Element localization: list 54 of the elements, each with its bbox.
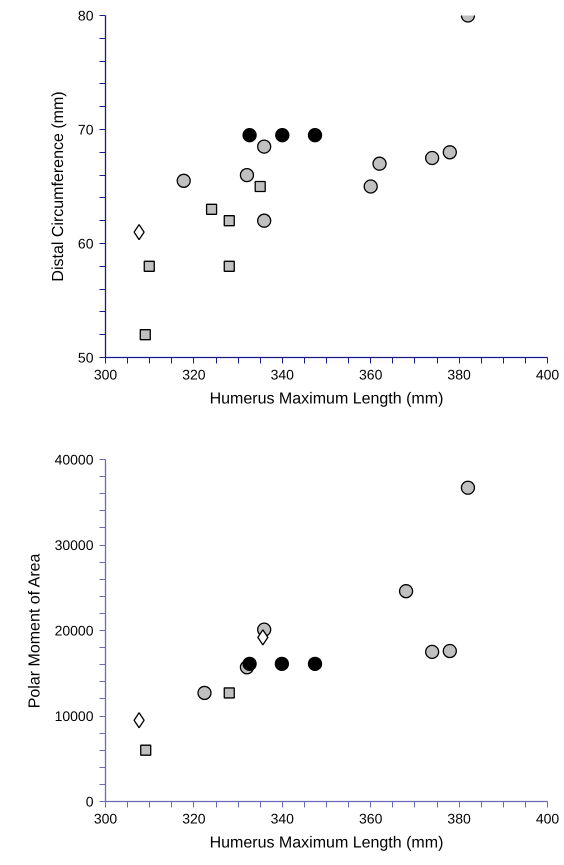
x-tick-label: 380 (447, 366, 471, 382)
x-tick-label: 400 (536, 366, 560, 382)
x-tick-label: 300 (94, 810, 118, 826)
point (424, 644, 440, 660)
y-tick-label: 10000 (54, 708, 94, 724)
point (240, 168, 254, 182)
y-tick-label: 50 (78, 350, 94, 366)
x-axis-title: Humerus Maximum Length (mm) (210, 390, 444, 408)
point (140, 744, 152, 756)
point (242, 656, 257, 671)
point (176, 174, 191, 188)
point (308, 128, 322, 142)
y-tick-label: 60 (78, 236, 94, 252)
x-tick-label: 320 (182, 366, 206, 382)
x-tick-label: 360 (359, 810, 383, 826)
point (398, 584, 414, 598)
point (257, 214, 272, 228)
y-axis-title: Distal Circumference (mm) (50, 91, 67, 282)
point (206, 204, 218, 215)
x-tick-label: 380 (447, 810, 471, 826)
point (133, 712, 145, 728)
point (224, 215, 235, 226)
point (242, 128, 257, 142)
point (224, 687, 235, 699)
x-tick-label: 320 (182, 810, 206, 826)
point (275, 128, 290, 142)
x-tick-label: 360 (359, 366, 383, 382)
x-axis-title: Humerus Maximum Length (mm) (210, 834, 444, 852)
y-axis-title: Polar Moment of Area (26, 553, 44, 708)
point (372, 156, 387, 171)
point (140, 329, 151, 340)
point (144, 260, 155, 272)
y-tick-label: 0 (86, 794, 94, 810)
y-tick-label: 20000 (54, 622, 94, 638)
point (442, 644, 457, 658)
y-tick-label: 30000 (54, 537, 94, 553)
y-tick-label: 40000 (54, 452, 94, 468)
y-tick-label: 80 (78, 8, 94, 24)
point (274, 656, 290, 671)
point (257, 139, 272, 154)
x-tick-label: 300 (94, 366, 118, 382)
x-tick-label: 400 (536, 810, 560, 826)
point (133, 224, 145, 240)
point (424, 150, 440, 166)
point (308, 656, 322, 671)
point (460, 480, 476, 495)
point (197, 686, 212, 700)
x-tick-label: 340 (270, 366, 294, 382)
x-tick-label: 340 (270, 810, 294, 826)
point (254, 180, 266, 192)
point (224, 260, 235, 272)
y-tick-label: 70 (78, 122, 94, 138)
point (442, 145, 457, 160)
point (364, 179, 378, 194)
